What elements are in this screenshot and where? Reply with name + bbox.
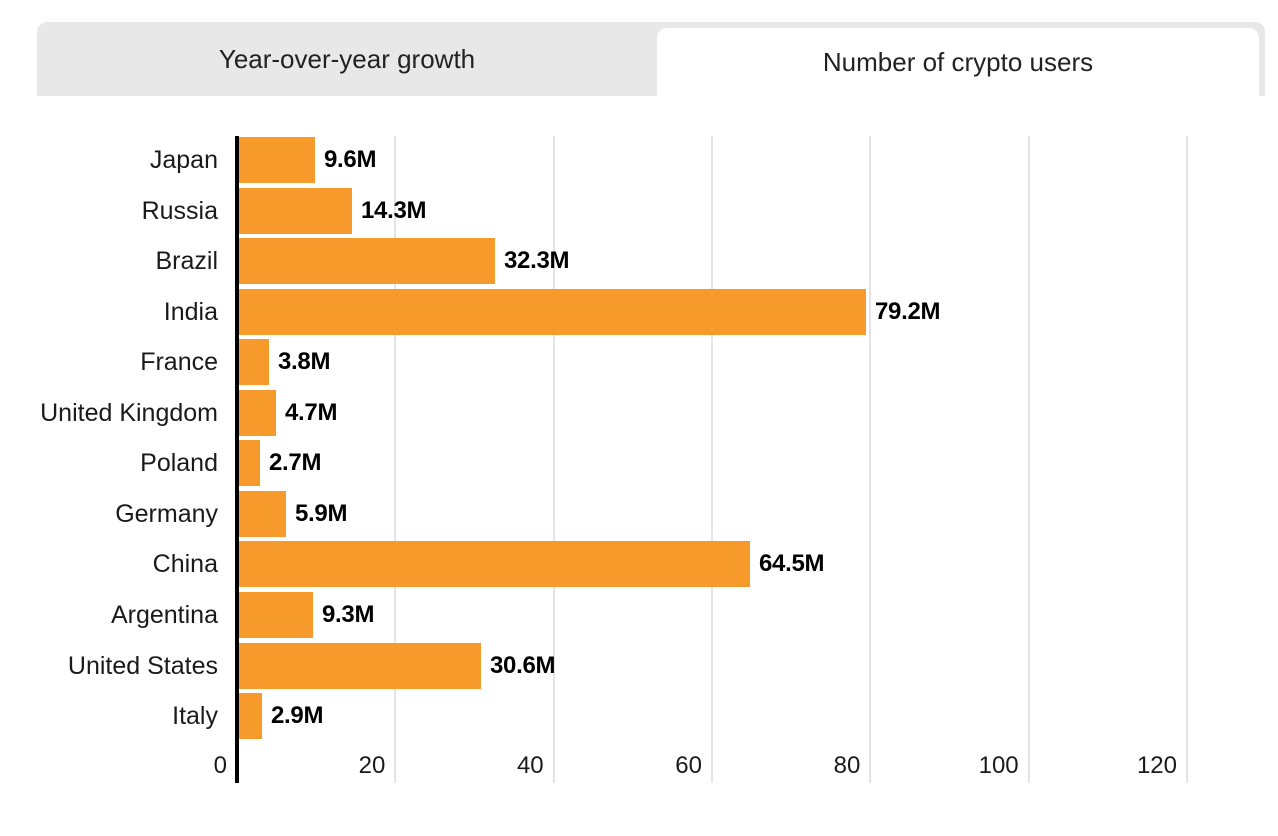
value-label: 9.6M (324, 146, 377, 173)
bar-russia[interactable] (239, 187, 352, 234)
bar-row: Germany 5.9M (0, 490, 1278, 537)
gridline-20 (394, 136, 397, 783)
category-label: Germany (115, 499, 218, 528)
bar-germany[interactable] (239, 490, 286, 537)
value-label: 79.2M (875, 297, 941, 325)
tab-year-over-year-growth[interactable]: Year-over-year growth (37, 22, 657, 96)
value-label: 4.7M (285, 398, 338, 426)
bar-row: Japan 9.6M (0, 137, 1278, 183)
category-label: Russia (141, 196, 218, 225)
bar-row: Argentina 9.3M (0, 591, 1278, 638)
bar-row: India 79.2M (0, 288, 1278, 335)
category-label: Italy (172, 702, 218, 731)
bar-china[interactable] (239, 541, 750, 588)
category-label: Japan (149, 146, 218, 174)
bar-row: Russia 14.3M (0, 187, 1278, 234)
bar-row: Italy 2.9M (0, 693, 1278, 740)
chart-tabs: Year-over-year growth Number of crypto u… (37, 22, 1265, 96)
value-label: 9.3M (322, 600, 375, 628)
value-label: 64.5M (759, 550, 825, 578)
value-label: 2.7M (269, 449, 322, 477)
y-axis-line (235, 136, 239, 783)
category-label: Argentina (110, 600, 218, 629)
active-tab-panel: Number of crypto users (657, 28, 1259, 96)
category-label: Brazil (155, 247, 218, 276)
bar-japan[interactable] (239, 137, 315, 183)
bar-row: United Kingdom 4.7M (0, 389, 1278, 436)
value-label: 5.9M (295, 499, 348, 527)
category-label: India (163, 297, 218, 326)
x-tick-label-20: 20 (358, 752, 386, 779)
value-label: 30.6M (490, 651, 556, 679)
tab-label-yoy: Year-over-year growth (218, 43, 476, 74)
bar-france[interactable] (239, 339, 269, 386)
x-tick-label-100: 100 (978, 752, 1019, 779)
bar-brazil[interactable] (239, 238, 495, 285)
x-tick-label-120: 120 (1136, 752, 1177, 779)
plot-area: 0 20 40 60 80 100 120 Japan 9.6M Russia 14.3M Brazi… (0, 136, 1278, 783)
category-label: United States (67, 651, 218, 680)
gridline-40 (552, 136, 555, 783)
value-label: 3.8M (278, 348, 331, 376)
bar-row: United States 30.6M (0, 642, 1278, 689)
gridline-80 (869, 136, 872, 783)
bar-united-kingdom[interactable] (239, 389, 276, 436)
category-label: Poland (140, 449, 218, 478)
value-label: 14.3M (361, 196, 427, 224)
category-label: United Kingdom (40, 398, 218, 427)
x-tick-label-0: 0 (213, 752, 227, 779)
tab-number-of-crypto-users[interactable]: Number of crypto users (657, 22, 1265, 96)
gridline-60 (711, 136, 713, 783)
bar-poland[interactable] (239, 440, 260, 487)
bar-india[interactable] (239, 288, 866, 335)
value-label: 2.9M (271, 702, 324, 730)
x-tick-label-60: 60 (675, 752, 702, 779)
tab-label-crypto-users: Number of crypto users (822, 46, 1094, 77)
gridline-120 (1186, 136, 1188, 783)
bar-italy[interactable] (239, 693, 262, 740)
gridline-100 (1027, 136, 1030, 783)
bar-argentina[interactable] (239, 591, 313, 638)
bar-united-states[interactable] (239, 642, 481, 689)
category-label: France (140, 348, 218, 377)
bar-row: Poland 2.7M (0, 440, 1278, 487)
bar-row: France 3.8M (0, 339, 1278, 386)
category-label: China (152, 550, 218, 579)
bar-row: Brazil 32.3M (0, 238, 1278, 285)
value-label: 32.3M (504, 247, 570, 275)
x-tick-label-40: 40 (516, 752, 544, 779)
bar-row: China 64.5M (0, 541, 1278, 588)
x-tick-label-80: 80 (833, 752, 861, 779)
